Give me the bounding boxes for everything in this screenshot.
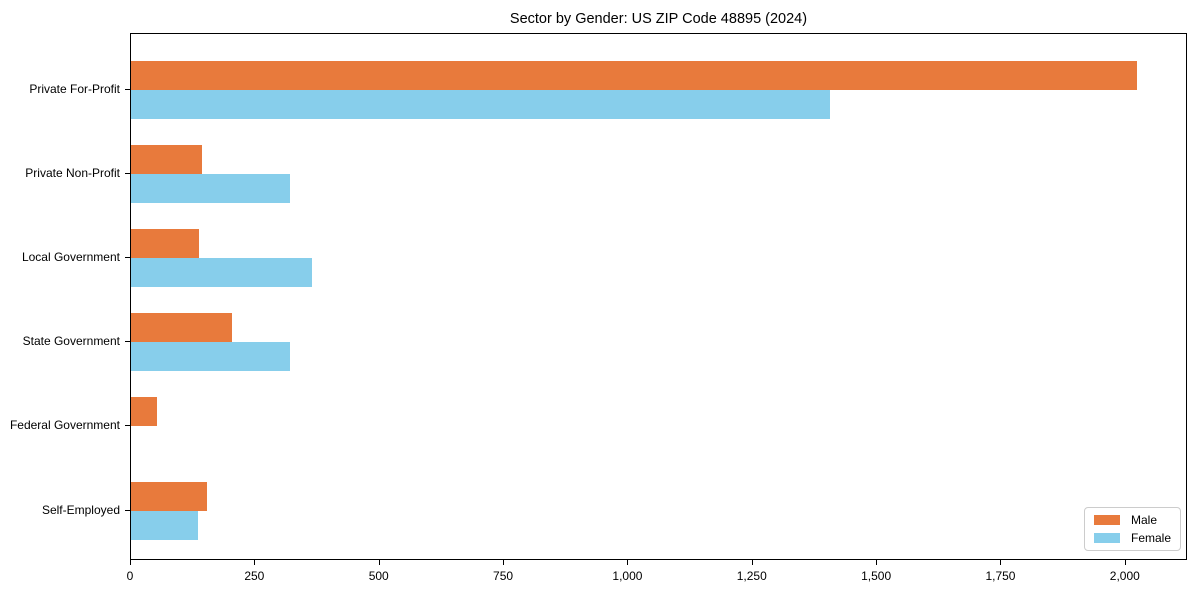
chart-title: Sector by Gender: US ZIP Code 48895 (202… <box>509 11 808 27</box>
legend-entry-male: Male <box>1093 513 1171 527</box>
x-tick-mark <box>1125 560 1126 565</box>
x-tick-label: 1,500 <box>861 569 892 583</box>
legend-label-female: Female <box>1130 531 1171 545</box>
bar-female <box>131 89 830 119</box>
x-tick-label: 1,750 <box>985 569 1016 583</box>
x-tick-mark <box>627 560 628 565</box>
y-tick-mark <box>125 173 130 174</box>
bar-male <box>131 144 203 174</box>
x-tick-label: 500 <box>368 569 389 583</box>
bar-male <box>131 60 1137 90</box>
y-tick-mark <box>125 341 130 342</box>
x-tick-label: 1,000 <box>612 569 643 583</box>
y-tick-label: Private Non-Profit <box>25 165 120 180</box>
x-tick-label: 0 <box>126 569 134 583</box>
x-tick-mark <box>254 560 255 565</box>
x-tick-label: 750 <box>493 569 514 583</box>
bar-male <box>131 228 200 258</box>
x-tick-label: 1,250 <box>736 569 767 583</box>
y-tick-label: Federal Government <box>9 418 120 433</box>
x-tick-mark <box>1000 560 1001 565</box>
x-tick-mark <box>752 560 753 565</box>
x-tick-mark <box>876 560 877 565</box>
x-tick-mark <box>379 560 380 565</box>
legend-label-male: Male <box>1130 513 1157 527</box>
bar-female <box>131 257 313 287</box>
legend-entry-female: Female <box>1093 531 1171 545</box>
bar-male <box>131 481 208 511</box>
y-tick-mark <box>125 257 130 258</box>
bar-male <box>131 313 232 343</box>
y-tick-label: Private For-Profit <box>29 81 120 96</box>
plot-area: Male Female <box>130 33 1187 560</box>
x-tick-label: 2,000 <box>1109 569 1140 583</box>
y-tick-mark <box>125 89 130 90</box>
x-tick-mark <box>503 560 504 565</box>
x-tick-label: 250 <box>244 569 265 583</box>
bar-female <box>131 342 291 372</box>
y-tick-label: Local Government <box>21 249 120 264</box>
bar-female <box>131 173 291 203</box>
x-tick-mark <box>130 560 131 565</box>
y-tick-mark <box>125 510 130 511</box>
bar-female <box>131 510 199 540</box>
y-tick-label: State Government <box>22 334 120 349</box>
female-swatch-icon <box>1093 533 1120 543</box>
legend: Male Female <box>1083 507 1181 551</box>
y-tick-mark <box>125 425 130 426</box>
male-swatch-icon <box>1093 515 1120 525</box>
y-tick-label: Self-Employed <box>41 502 120 517</box>
bar-male <box>131 397 157 427</box>
